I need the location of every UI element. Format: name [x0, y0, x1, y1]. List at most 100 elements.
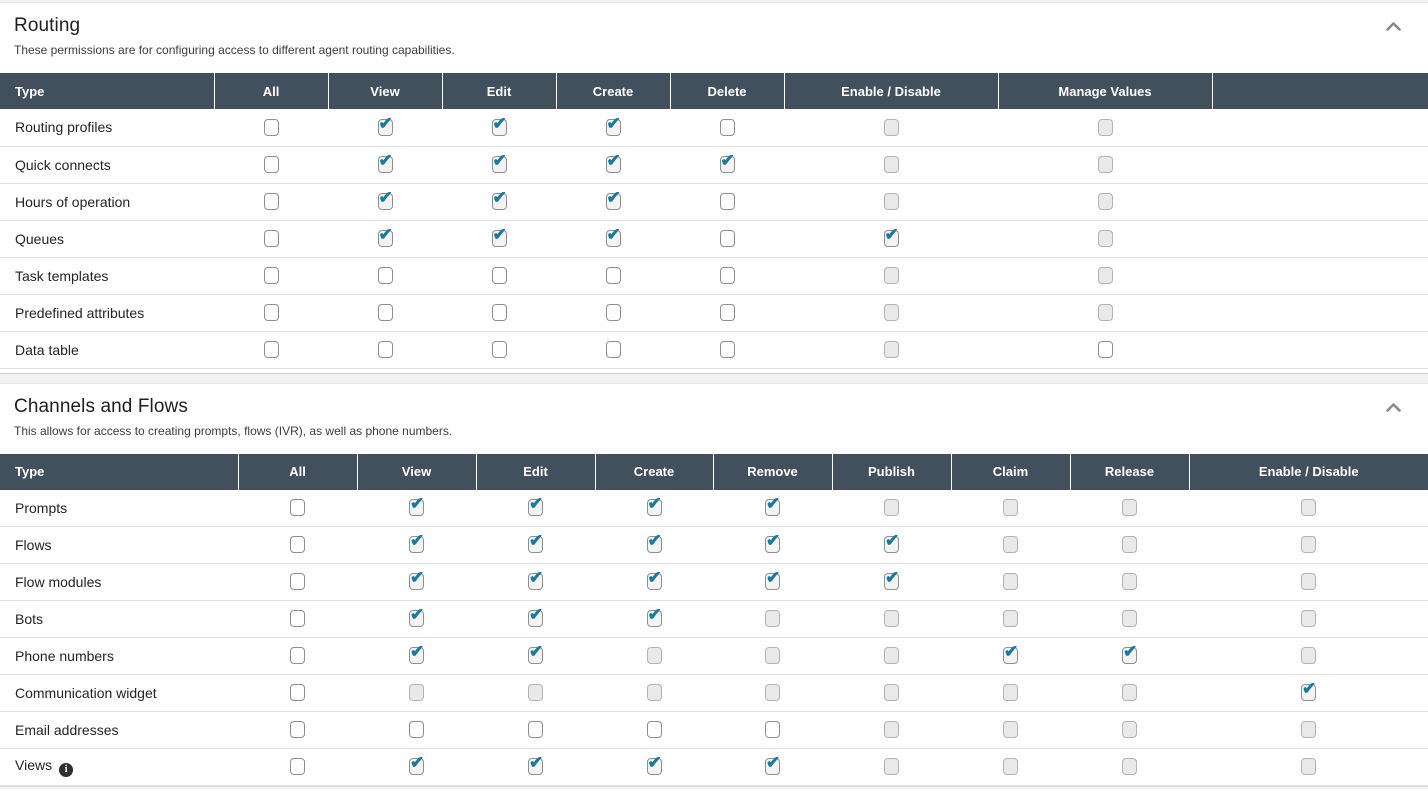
- checkbox-flows-publish[interactable]: [884, 532, 899, 554]
- checkbox-queues-edit[interactable]: [491, 226, 507, 247]
- checkbox-predefined-attributes-create[interactable]: [605, 303, 621, 321]
- checkbox-predefined-attributes-manage-values: [1097, 303, 1113, 321]
- checkbox-flow-modules-publish[interactable]: [884, 569, 899, 591]
- checkbox-views-view[interactable]: [409, 754, 424, 776]
- table-row: Predefined attributes: [0, 294, 1428, 332]
- checkbox-views-all[interactable]: [290, 758, 305, 776]
- checkbox-bots-view[interactable]: [409, 606, 424, 628]
- checkbox-hours-of-operation-create[interactable]: [605, 189, 621, 210]
- checkbox-queues-enable-disable[interactable]: [883, 226, 899, 247]
- collapse-channels-and-flows-button[interactable]: [1383, 398, 1404, 417]
- column-header-enable-disable: Enable / Disable: [1189, 453, 1428, 490]
- checkbox-predefined-attributes-view[interactable]: [377, 303, 393, 321]
- column-header-view: View: [328, 73, 443, 109]
- checkbox-quick-connects-edit[interactable]: [491, 152, 507, 173]
- checkbox-email-addresses-edit[interactable]: [528, 721, 543, 739]
- checkbox-task-templates-all[interactable]: [263, 266, 279, 284]
- checkbox-routing-profiles-create[interactable]: [605, 115, 621, 136]
- checkbox-phone-numbers-all[interactable]: [290, 647, 305, 665]
- checkbox-communication-widget-publish: [884, 684, 899, 702]
- checkbox-routing-profiles-edit[interactable]: [491, 115, 507, 136]
- checkbox-queues-create[interactable]: [605, 226, 621, 247]
- checkbox-flow-modules-remove[interactable]: [765, 569, 780, 591]
- checkbox-task-templates-view[interactable]: [377, 266, 393, 284]
- checkbox-predefined-attributes-all[interactable]: [263, 303, 279, 321]
- checkbox-hours-of-operation-view[interactable]: [377, 189, 393, 210]
- checkbox-phone-numbers-edit[interactable]: [528, 643, 543, 665]
- checkbox-data-table-view[interactable]: [377, 340, 393, 358]
- checkbox-bots-all[interactable]: [290, 610, 305, 628]
- checkbox-quick-connects-create[interactable]: [605, 152, 621, 173]
- permissions-table-channels-and-flows: Type All View Edit Create Remove Publish Claim R…: [0, 453, 1428, 786]
- row-label: Communication widget: [15, 685, 157, 701]
- checkbox-predefined-attributes-edit[interactable]: [491, 303, 507, 321]
- checkbox-phone-numbers-claim[interactable]: [1003, 643, 1018, 665]
- checkbox-prompts-create[interactable]: [646, 495, 662, 517]
- checkbox-views-edit[interactable]: [528, 754, 543, 776]
- checkbox-flow-modules-create[interactable]: [646, 569, 662, 591]
- checkbox-flow-modules-edit[interactable]: [528, 569, 543, 591]
- checkbox-flow-modules-all[interactable]: [290, 573, 305, 591]
- checkbox-data-table-edit[interactable]: [491, 340, 507, 358]
- checkbox-views-create[interactable]: [646, 754, 662, 776]
- checkbox-prompts-release: [1122, 499, 1137, 517]
- checkbox-prompts-remove[interactable]: [765, 495, 780, 517]
- row-label: Prompts: [15, 499, 68, 516]
- row-label: Flows: [15, 537, 52, 553]
- checkbox-bots-create[interactable]: [646, 606, 662, 628]
- collapse-routing-button[interactable]: [1383, 17, 1404, 36]
- checkbox-quick-connects-all[interactable]: [263, 155, 279, 173]
- checkbox-email-addresses-claim: [1003, 721, 1018, 739]
- page-bottom-edge: [0, 786, 1428, 789]
- checkbox-flows-remove[interactable]: [765, 532, 780, 554]
- checkbox-email-addresses-view[interactable]: [409, 721, 424, 739]
- checkbox-communication-widget-enable-disable[interactable]: [1301, 680, 1316, 702]
- checkbox-task-templates-delete[interactable]: [719, 266, 735, 284]
- checkbox-hours-of-operation-delete[interactable]: [719, 192, 735, 210]
- checkbox-data-table-manage-values[interactable]: [1097, 340, 1113, 358]
- checkbox-phone-numbers-create: [646, 647, 662, 665]
- checkbox-quick-connects-delete[interactable]: [719, 152, 735, 173]
- checkbox-communication-widget-all[interactable]: [290, 684, 305, 702]
- checkbox-prompts-all[interactable]: [290, 499, 305, 517]
- checkbox-queues-view[interactable]: [377, 226, 393, 247]
- checkbox-queues-all[interactable]: [263, 229, 279, 247]
- column-header-delete: Delete: [670, 73, 785, 109]
- checkbox-task-templates-edit[interactable]: [491, 266, 507, 284]
- checkbox-prompts-edit[interactable]: [528, 495, 543, 517]
- checkbox-hours-of-operation-all[interactable]: [263, 192, 279, 210]
- checkbox-flows-all[interactable]: [290, 536, 305, 554]
- checkbox-routing-profiles-view[interactable]: [377, 115, 393, 136]
- checkbox-email-addresses-all[interactable]: [290, 721, 305, 739]
- row-label: Data table: [15, 341, 79, 358]
- checkbox-data-table-delete[interactable]: [719, 340, 735, 358]
- checkbox-routing-profiles-delete[interactable]: [719, 118, 735, 136]
- checkbox-quick-connects-view[interactable]: [377, 152, 393, 173]
- checkbox-phone-numbers-publish: [884, 647, 899, 665]
- checkbox-data-table-all[interactable]: [263, 340, 279, 358]
- checkbox-flows-edit[interactable]: [528, 532, 543, 554]
- checkbox-views-remove[interactable]: [765, 754, 780, 776]
- checkbox-flow-modules-view[interactable]: [409, 569, 424, 591]
- checkbox-hours-of-operation-enable-disable: [883, 192, 899, 210]
- checkbox-flows-view[interactable]: [409, 532, 424, 554]
- checkbox-hours-of-operation-edit[interactable]: [491, 189, 507, 210]
- checkbox-bots-release: [1122, 610, 1137, 628]
- checkbox-queues-manage-values: [1097, 229, 1113, 247]
- checkbox-prompts-claim: [1003, 499, 1018, 517]
- chevron-up-icon: [1386, 402, 1401, 412]
- checkbox-flows-create[interactable]: [646, 532, 662, 554]
- checkbox-task-templates-create[interactable]: [605, 266, 621, 284]
- checkbox-data-table-create[interactable]: [605, 340, 621, 358]
- checkbox-predefined-attributes-delete[interactable]: [719, 303, 735, 321]
- checkbox-prompts-view[interactable]: [409, 495, 424, 517]
- info-icon[interactable]: i: [59, 762, 74, 777]
- checkbox-bots-edit[interactable]: [528, 606, 543, 628]
- checkbox-phone-numbers-view[interactable]: [409, 643, 424, 665]
- checkbox-phone-numbers-release[interactable]: [1122, 643, 1137, 665]
- table-row: Data table: [0, 331, 1428, 369]
- checkbox-email-addresses-create[interactable]: [646, 721, 662, 739]
- checkbox-email-addresses-remove[interactable]: [765, 721, 780, 739]
- checkbox-queues-delete[interactable]: [719, 229, 735, 247]
- checkbox-routing-profiles-all[interactable]: [263, 118, 279, 136]
